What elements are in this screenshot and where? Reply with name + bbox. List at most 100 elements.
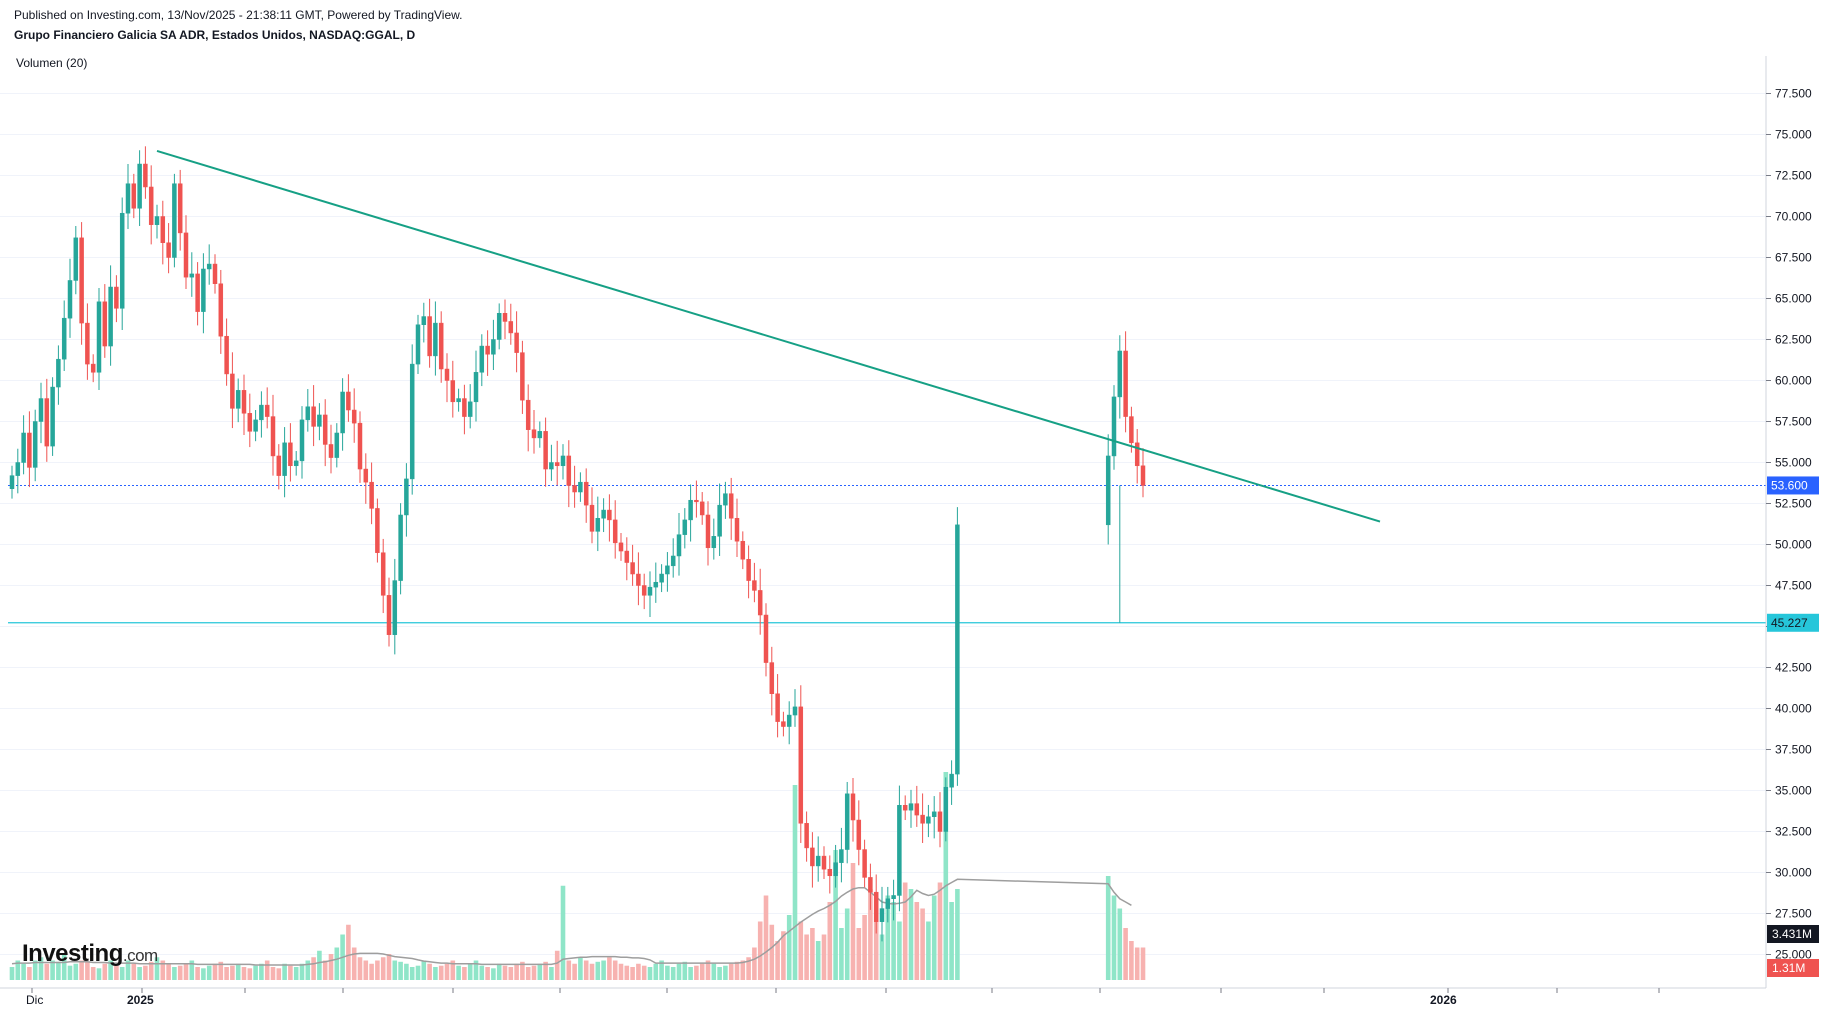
candle-body [119, 212, 125, 309]
volume-bar [705, 960, 711, 980]
volume-bar [415, 965, 421, 980]
volume-bar [90, 967, 96, 980]
candle-body [61, 317, 67, 360]
volume-bar [641, 965, 647, 980]
candle-body [67, 280, 73, 319]
volume-bar [247, 968, 253, 980]
candle-body [1105, 455, 1111, 526]
candle-body [520, 352, 525, 401]
candle-body [763, 614, 769, 663]
candle-body [73, 237, 79, 281]
candle-body [595, 518, 601, 532]
candle-body [311, 406, 316, 427]
candle-body [148, 186, 154, 225]
volume-bar [450, 960, 456, 980]
price-tick-label: 42.500 [1775, 661, 1812, 675]
volume-bar [891, 902, 896, 980]
price-tick-label: 70.000 [1775, 210, 1812, 224]
candle-body [398, 514, 403, 581]
volume-bar [154, 957, 160, 980]
volume-bar [67, 965, 73, 980]
candle-body [926, 816, 931, 824]
candle-body [340, 391, 345, 434]
candle-body [798, 706, 804, 824]
candle-body [572, 485, 577, 493]
volume-bar [786, 915, 792, 980]
volume-bar [659, 960, 664, 980]
candle-body [433, 322, 438, 357]
published-caption: Published on Investing.com, 13/Nov/2025 … [14, 8, 463, 22]
volume-bar [549, 967, 554, 980]
volume-bar [334, 947, 340, 980]
candle-body [676, 534, 682, 557]
candle-body [27, 432, 32, 468]
volume-bar [201, 968, 206, 980]
candle-body [195, 273, 200, 312]
candle-body [380, 552, 386, 596]
price-tick-label: 47.500 [1775, 579, 1812, 593]
volume-bar [914, 902, 920, 980]
volume-bar [1105, 876, 1111, 980]
volume-bar [1129, 941, 1134, 980]
candle-body [775, 693, 780, 722]
horizontal-levels [8, 484, 1766, 624]
candle-body [1129, 416, 1134, 444]
volume-bar [688, 967, 693, 980]
candle-body [856, 819, 862, 850]
volume-bar [282, 963, 287, 980]
volume-bar [491, 968, 496, 980]
volume-bar [902, 882, 908, 980]
candle-body [688, 499, 693, 521]
candle-body [201, 268, 206, 312]
candle-body [525, 399, 531, 430]
volume-bar [276, 968, 282, 980]
volume-bar [676, 963, 682, 980]
price-tick-label: 25.000 [1775, 948, 1812, 962]
volume-bar [578, 957, 583, 980]
candle-body [1134, 442, 1140, 467]
candle-body [914, 803, 920, 816]
candle-body [305, 406, 311, 421]
volume-bar [897, 921, 902, 980]
candle-body [752, 580, 757, 591]
volume-bar [473, 960, 479, 980]
candle-body [241, 390, 247, 414]
candle-body [943, 786, 949, 832]
volume-bar [438, 965, 444, 980]
volume-bar [595, 961, 601, 980]
volume-histogram [9, 772, 1146, 980]
grid-lines [0, 93, 1766, 955]
volume-bar [21, 963, 26, 980]
candle-body [259, 404, 264, 421]
candle-body [665, 565, 670, 575]
candle-body [375, 508, 380, 553]
candle-body [1123, 350, 1128, 417]
candle-body [578, 481, 583, 493]
volume-bar [717, 967, 722, 980]
time-label: 2025 [127, 993, 154, 1007]
volume-bar [85, 961, 90, 980]
time-label: 2026 [1430, 993, 1457, 1007]
volume-bar [665, 965, 670, 980]
candle-body [224, 335, 229, 375]
volume-bar [636, 963, 641, 980]
volume-bar [554, 950, 560, 980]
volume-bar [757, 921, 763, 980]
volume-bar [137, 967, 142, 980]
volume-bar [427, 963, 432, 980]
candle-body [177, 183, 183, 234]
candle-body [786, 714, 792, 727]
volume-bar [1123, 928, 1128, 980]
volume-bar [682, 961, 688, 980]
candle-body [56, 358, 61, 388]
volume-bar [218, 961, 224, 980]
volume-bar [38, 957, 44, 980]
volume-bar [792, 785, 798, 980]
volume-bar [253, 965, 258, 980]
candle-body [50, 386, 55, 447]
volume-bar [612, 960, 618, 980]
volume-bar [317, 950, 322, 980]
candle-body [346, 391, 351, 411]
candle-body [351, 409, 357, 424]
